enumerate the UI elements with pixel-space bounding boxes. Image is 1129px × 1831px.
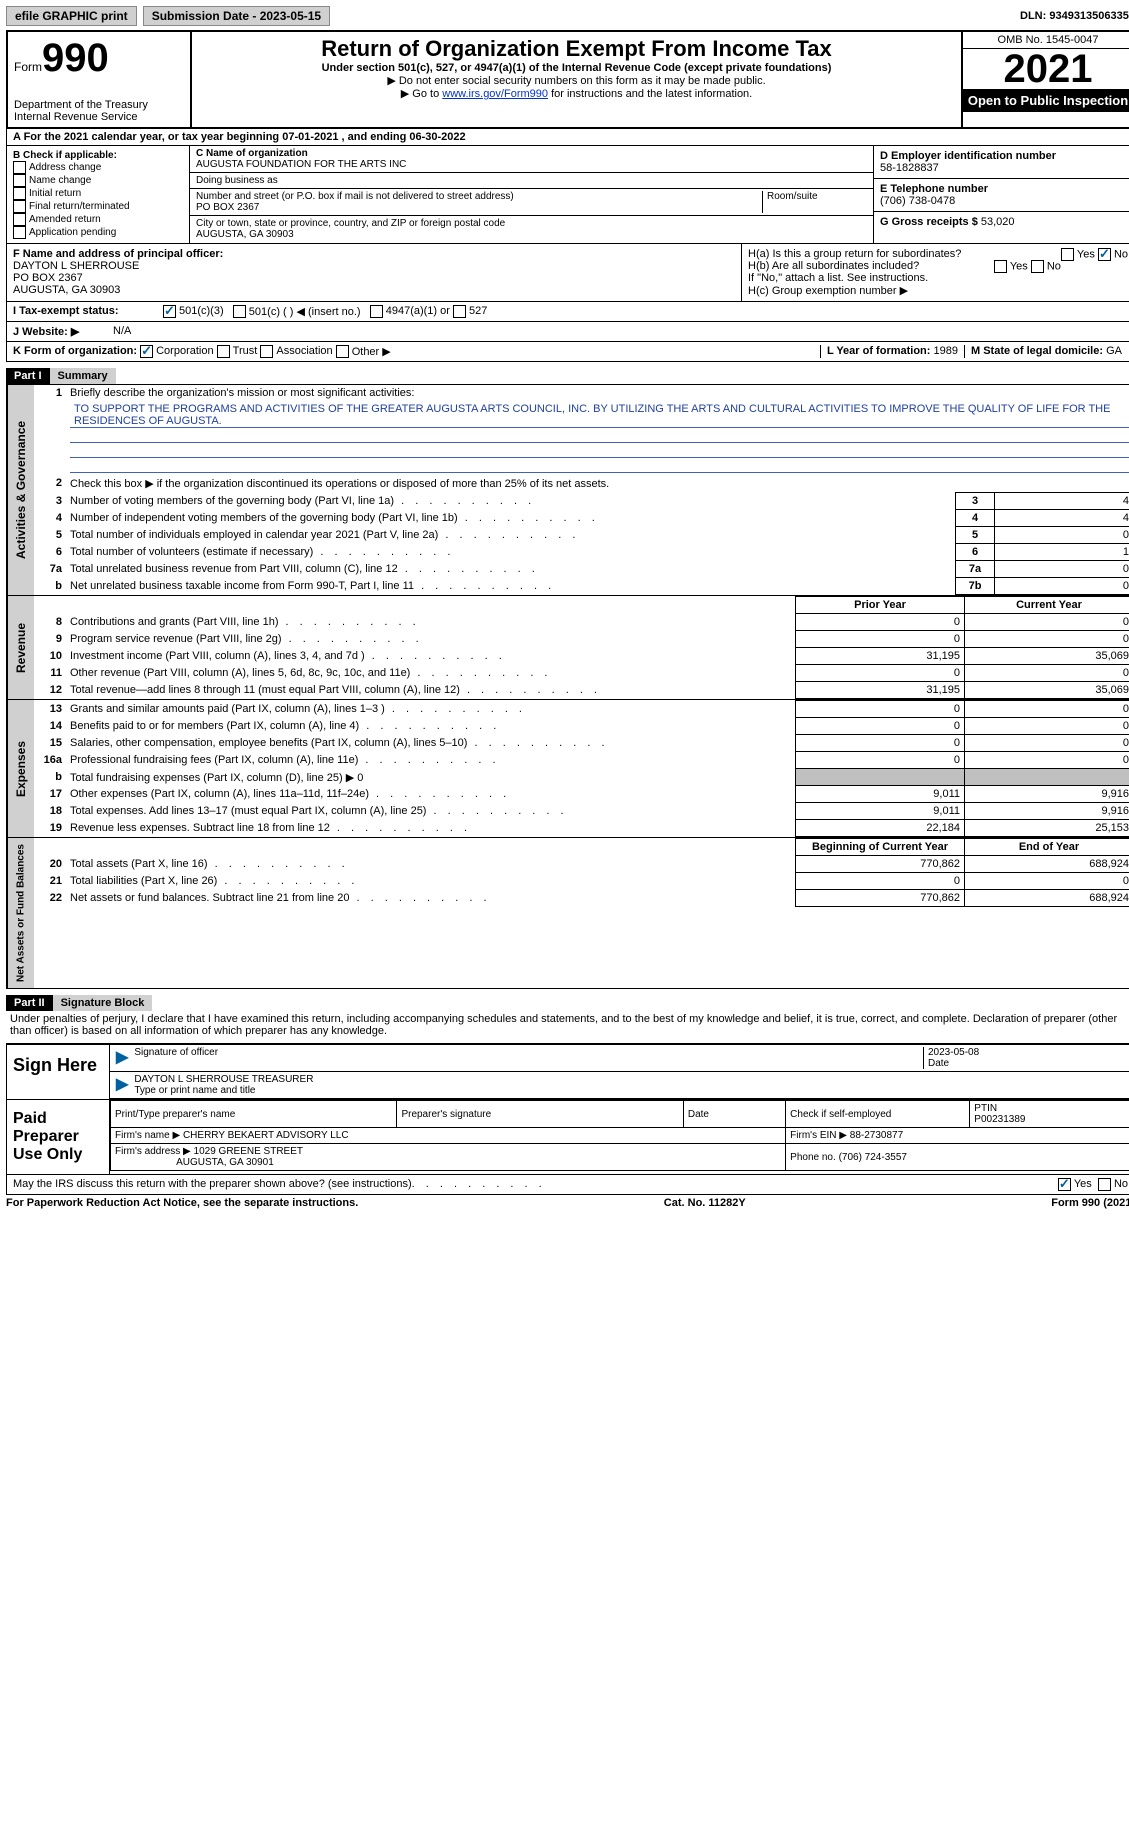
form-header: Form990 Department of the Treasury Inter… bbox=[6, 30, 1129, 129]
form-subtitle-2: ▶ Do not enter social security numbers o… bbox=[198, 74, 955, 87]
form-title: Return of Organization Exempt From Incom… bbox=[198, 36, 955, 62]
row-k-form-org: K Form of organization: Corporation Trus… bbox=[6, 342, 1129, 362]
street-label: Number and street (or P.O. box if mail i… bbox=[196, 191, 762, 202]
form-label: Form bbox=[14, 60, 42, 74]
checkbox-mayirs-yes[interactable] bbox=[1058, 1178, 1071, 1191]
efile-button[interactable]: efile GRAPHIC print bbox=[6, 6, 137, 26]
form-subtitle-3: ▶ Go to www.irs.gov/Form990 for instruct… bbox=[198, 87, 955, 100]
ein-value: 58-1828837 bbox=[880, 162, 1128, 174]
may-irs-row: May the IRS discuss this return with the… bbox=[6, 1175, 1129, 1195]
org-name: AUGUSTA FOUNDATION FOR THE ARTS INC bbox=[196, 159, 867, 170]
checkbox-corp[interactable] bbox=[140, 345, 153, 358]
section-bcd: B Check if applicable: Address change Na… bbox=[6, 146, 1129, 244]
irs-label: Internal Revenue Service bbox=[14, 111, 184, 123]
form-subtitle-1: Under section 501(c), 527, or 4947(a)(1)… bbox=[198, 62, 955, 74]
part1-expenses: Expenses 13Grants and similar amounts pa… bbox=[6, 700, 1129, 838]
part2-header: Part IISignature Block bbox=[6, 989, 1129, 1011]
checkbox-other[interactable] bbox=[336, 345, 349, 358]
checkbox-mayirs-no[interactable] bbox=[1098, 1178, 1111, 1191]
firm-name: CHERRY BEKAERT ADVISORY LLC bbox=[183, 1130, 349, 1141]
part1-activities-governance: Activities & Governance 1Briefly describ… bbox=[6, 384, 1129, 596]
gross-receipts-label: G Gross receipts $ bbox=[880, 216, 978, 228]
firm-phone: (706) 724-3557 bbox=[839, 1152, 907, 1163]
form-number: 990 bbox=[42, 36, 109, 80]
arrow-icon: ▶ bbox=[116, 1047, 128, 1069]
firm-ein: 88-2730877 bbox=[850, 1130, 903, 1141]
city-label: City or town, state or province, country… bbox=[196, 218, 867, 229]
signer-name: DAYTON L SHERROUSE TREASURER bbox=[134, 1074, 313, 1085]
dba-label: Doing business as bbox=[190, 173, 873, 189]
checkbox-hb-yes[interactable] bbox=[994, 260, 1007, 273]
c-name-label: C Name of organization bbox=[196, 148, 867, 159]
checkbox-501c[interactable] bbox=[233, 305, 246, 318]
row-j-website: J Website: ▶ N/A bbox=[6, 322, 1129, 342]
checkbox-name-change[interactable] bbox=[13, 174, 26, 187]
checkbox-trust[interactable] bbox=[217, 345, 230, 358]
officer-addr2: AUGUSTA, GA 30903 bbox=[13, 284, 735, 296]
open-to-public: Open to Public Inspection bbox=[963, 89, 1129, 112]
paid-preparer-label: Paid Preparer Use Only bbox=[7, 1100, 109, 1174]
vtab-expenses: Expenses bbox=[7, 700, 34, 837]
checkbox-assoc[interactable] bbox=[260, 345, 273, 358]
sign-here-label: Sign Here bbox=[7, 1045, 109, 1099]
vtab-activities: Activities & Governance bbox=[7, 385, 34, 595]
tax-year: 2021 bbox=[963, 49, 1129, 89]
submission-date: Submission Date - 2023-05-15 bbox=[143, 6, 330, 26]
column-b-checkboxes: B Check if applicable: Address change Na… bbox=[7, 146, 190, 243]
phone-value: (706) 738-0478 bbox=[880, 195, 1128, 207]
part1-header: Part ISummary bbox=[6, 362, 1129, 384]
officer-addr1: PO BOX 2367 bbox=[13, 272, 735, 284]
f-label: F Name and address of principal officer: bbox=[13, 248, 735, 260]
topbar: efile GRAPHIC print Submission Date - 20… bbox=[6, 6, 1129, 26]
firm-addr: 1029 GREENE STREET bbox=[194, 1146, 303, 1157]
part1-revenue: Revenue Prior YearCurrent Year 8Contribu… bbox=[6, 596, 1129, 700]
page-footer: For Paperwork Reduction Act Notice, see … bbox=[6, 1197, 1129, 1209]
dln: DLN: 93493135063353 bbox=[1020, 10, 1129, 22]
hb-note: If "No," attach a list. See instructions… bbox=[748, 272, 1128, 284]
row-a-tax-year: A For the 2021 calendar year, or tax yea… bbox=[6, 129, 1129, 146]
checkbox-501c3[interactable] bbox=[163, 305, 176, 318]
vtab-revenue: Revenue bbox=[7, 596, 34, 699]
irs-link[interactable]: www.irs.gov/Form990 bbox=[442, 88, 548, 100]
gross-receipts-value: 53,020 bbox=[981, 216, 1015, 228]
sig-officer-label: Signature of officer bbox=[134, 1047, 923, 1069]
officer-name: DAYTON L SHERROUSE bbox=[13, 260, 735, 272]
ein-label: D Employer identification number bbox=[880, 150, 1128, 162]
room-suite-label: Room/suite bbox=[762, 191, 867, 213]
checkbox-application-pending[interactable] bbox=[13, 226, 26, 239]
vtab-netassets: Net Assets or Fund Balances bbox=[7, 838, 34, 988]
phone-label: E Telephone number bbox=[880, 183, 1128, 195]
checkbox-initial-return[interactable] bbox=[13, 187, 26, 200]
mission-text: TO SUPPORT THE PROGRAMS AND ACTIVITIES O… bbox=[70, 403, 1129, 428]
checkbox-527[interactable] bbox=[453, 305, 466, 318]
arrow-icon: ▶ bbox=[116, 1074, 128, 1096]
ptin-value: P00231389 bbox=[974, 1114, 1025, 1125]
hc-label: H(c) Group exemption number ▶ bbox=[748, 284, 1128, 297]
row-i-tax-exempt: I Tax-exempt status: 501(c)(3) 501(c) ( … bbox=[6, 302, 1129, 322]
penalty-statement: Under penalties of perjury, I declare th… bbox=[6, 1011, 1129, 1039]
checkbox-address-change[interactable] bbox=[13, 161, 26, 174]
checkbox-hb-no[interactable] bbox=[1031, 260, 1044, 273]
checkbox-ha-no[interactable] bbox=[1098, 248, 1111, 261]
section-fh: F Name and address of principal officer:… bbox=[6, 244, 1129, 302]
dept-treasury: Department of the Treasury bbox=[14, 99, 184, 111]
checkbox-final-return[interactable] bbox=[13, 200, 26, 213]
street-value: PO BOX 2367 bbox=[196, 202, 762, 213]
checkbox-4947[interactable] bbox=[370, 305, 383, 318]
checkbox-ha-yes[interactable] bbox=[1061, 248, 1074, 261]
signature-block: Sign Here ▶ Signature of officer 2023-05… bbox=[6, 1043, 1129, 1175]
checkbox-amended[interactable] bbox=[13, 213, 26, 226]
part1-netassets: Net Assets or Fund Balances Beginning of… bbox=[6, 838, 1129, 989]
city-value: AUGUSTA, GA 30903 bbox=[196, 229, 867, 240]
